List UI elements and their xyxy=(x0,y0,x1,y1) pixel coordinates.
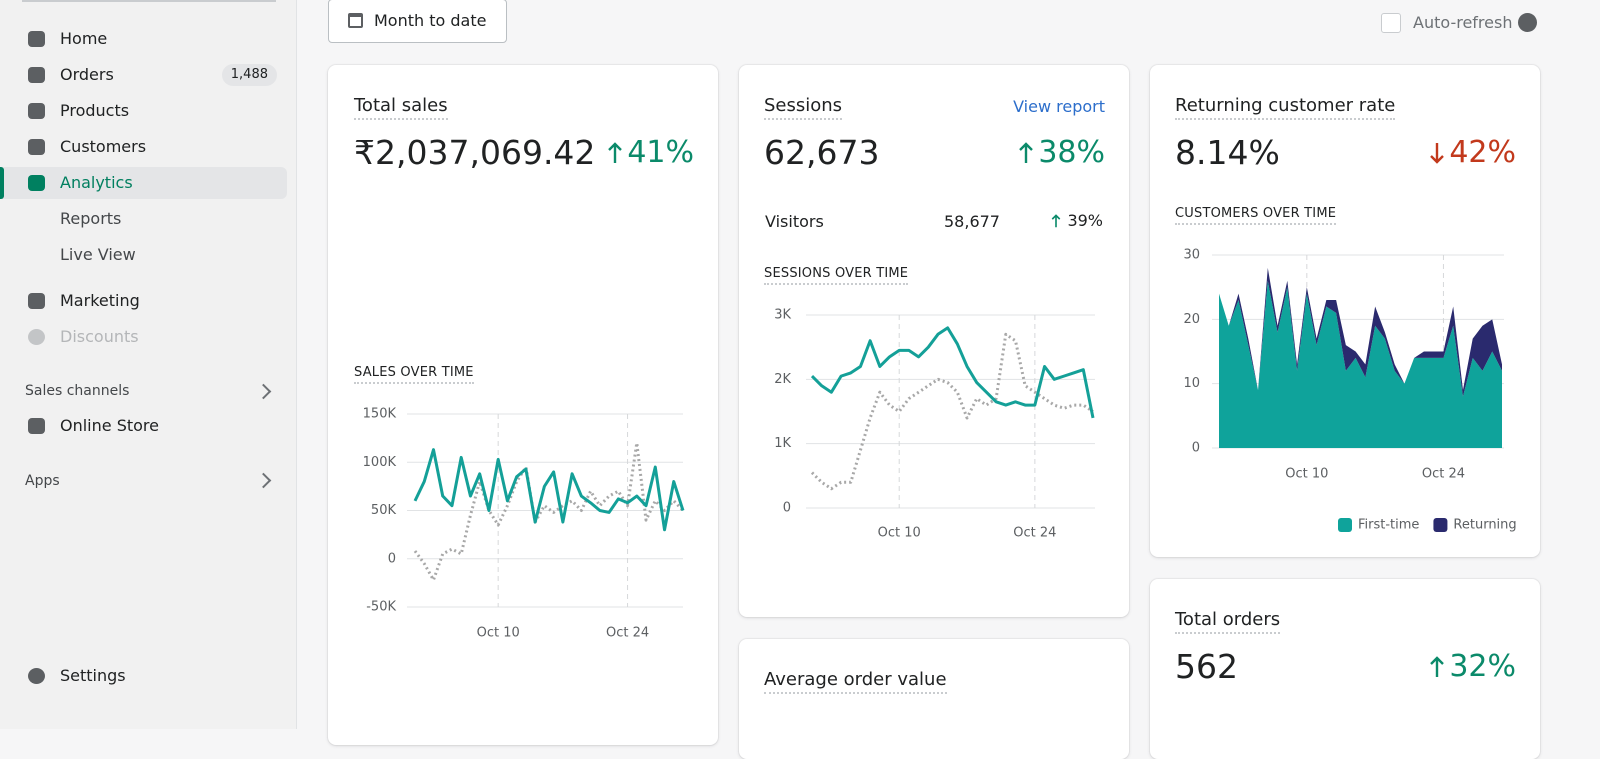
label: Live View xyxy=(60,245,136,264)
label: Products xyxy=(60,101,130,120)
change-value: 38% xyxy=(1038,135,1105,170)
label: Discounts xyxy=(60,327,139,346)
icon xyxy=(28,418,45,434)
nav-item[interactable]: Home xyxy=(0,23,287,55)
card-title: Returning customer rate xyxy=(1175,94,1396,120)
label: Analytics xyxy=(60,173,133,192)
label: Home xyxy=(60,29,108,48)
page: Home Orders 1,488 Products Customers Analytic… xyxy=(0,0,1540,729)
change-value: 42% xyxy=(1449,135,1516,170)
icon xyxy=(28,668,45,684)
online-store[interactable]: Online Store xyxy=(0,410,287,442)
chevron[interactable] xyxy=(255,383,272,400)
arrow xyxy=(1019,142,1034,163)
settings[interactable]: Settings xyxy=(0,660,287,692)
nav-item[interactable]: Customers xyxy=(0,131,287,163)
chart-title: CUSTOMERS OVER TIME xyxy=(1175,205,1337,225)
sessions-card: Sessions View report 62,673 38% Visitors… xyxy=(739,65,1129,617)
nav-item[interactable]: Products xyxy=(0,95,287,127)
arrow xyxy=(1430,656,1445,677)
card-value: 8.14% xyxy=(1175,133,1280,172)
change: 32% xyxy=(1429,647,1516,687)
icon xyxy=(28,293,45,309)
view-report-link[interactable]: View report xyxy=(1013,97,1105,116)
label: Reports xyxy=(60,209,122,228)
card-value: ₹2,037,069.42 xyxy=(354,133,596,172)
nav-item[interactable]: Live View xyxy=(0,239,287,271)
arrow xyxy=(1052,213,1061,227)
apps-heading: Apps xyxy=(25,473,60,489)
nav-item[interactable]: Reports xyxy=(0,203,287,235)
date-range-button[interactable]: Month to date xyxy=(328,0,507,43)
change-value: 39% xyxy=(1067,211,1103,230)
calendar-icon xyxy=(348,13,363,28)
icon xyxy=(28,139,45,155)
change: 41% xyxy=(607,133,694,173)
help-icon[interactable] xyxy=(1518,13,1537,32)
change: 42% xyxy=(1429,133,1516,173)
visitors-value: 58,677 xyxy=(944,212,1000,231)
date-range-label: Month to date xyxy=(374,11,487,30)
arrow xyxy=(608,142,623,163)
nav-item[interactable]: Analytics xyxy=(0,167,287,199)
arrow xyxy=(1430,143,1445,164)
auto-refresh-label: Auto-refresh xyxy=(1413,13,1513,32)
chevron[interactable] xyxy=(255,472,272,489)
auto-refresh-checkbox[interactable] xyxy=(1381,13,1401,33)
card-title: Total orders xyxy=(1175,608,1281,634)
card-value: 562 xyxy=(1175,647,1238,686)
badge: 1,488 xyxy=(221,64,277,86)
total-orders-card: Total orders 562 32% xyxy=(1150,579,1540,759)
icon xyxy=(28,67,45,83)
chart-title: SESSIONS OVER TIME xyxy=(764,265,909,285)
nav-item[interactable]: Marketing xyxy=(0,285,287,317)
visitors-change: 39% xyxy=(1051,211,1103,230)
label: Settings xyxy=(60,666,126,685)
sales-channels-heading: Sales channels xyxy=(25,383,130,399)
label: Orders xyxy=(60,65,114,84)
card-value: 62,673 xyxy=(764,133,880,172)
label: Marketing xyxy=(60,291,140,310)
icon xyxy=(28,31,45,47)
label: Customers xyxy=(60,137,147,156)
top-edge xyxy=(22,0,276,2)
icon xyxy=(28,329,45,345)
change-value: 41% xyxy=(627,135,694,170)
sidebar: Home Orders 1,488 Products Customers Analytic… xyxy=(0,0,297,729)
label: Online Store xyxy=(60,416,159,435)
returning-card: Returning customer rate 8.14% 42% CUSTOM… xyxy=(1150,65,1540,557)
nav-item[interactable]: Orders 1,488 xyxy=(0,59,287,91)
icon xyxy=(28,103,45,119)
change: 38% xyxy=(1018,133,1105,173)
visitors-label: Visitors xyxy=(765,212,824,231)
chart-title: SALES OVER TIME xyxy=(354,364,474,384)
nav-item[interactable]: Discounts xyxy=(0,321,287,353)
card-title: Total sales xyxy=(354,94,448,120)
card-title: Sessions xyxy=(764,94,843,120)
total-sales-card: Total sales ₹2,037,069.42 41% SALES OVER… xyxy=(328,65,718,745)
card-title: Average order value xyxy=(764,668,947,694)
icon xyxy=(28,175,45,191)
aov-card: Average order value xyxy=(739,639,1129,759)
change-value: 32% xyxy=(1449,649,1516,684)
